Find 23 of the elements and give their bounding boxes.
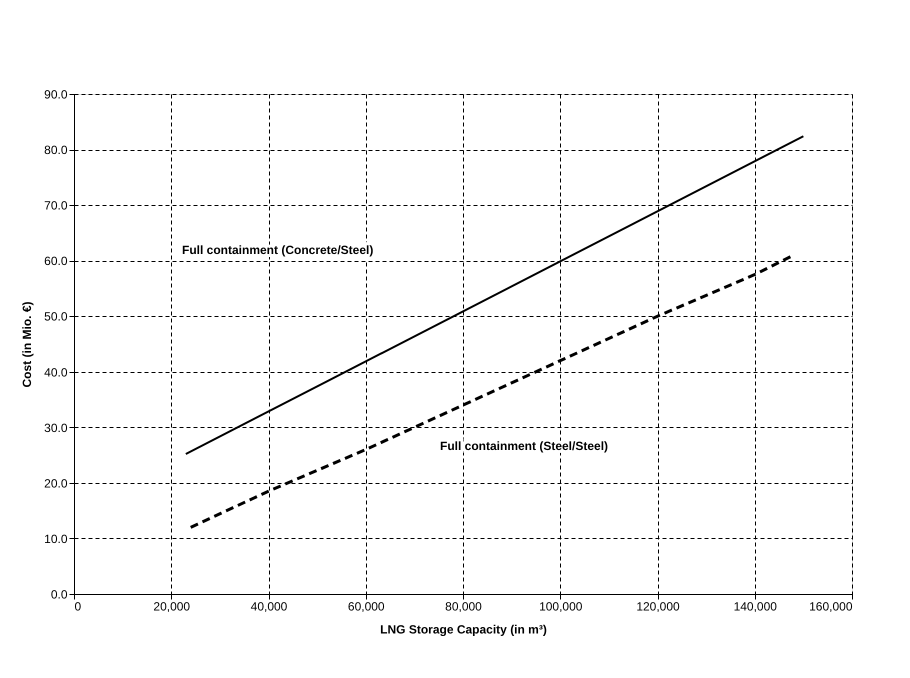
y-tick-label: 80.0 — [44, 143, 68, 158]
x-tick-label: 160,000 — [809, 600, 853, 614]
y-tick-label: 30.0 — [44, 420, 68, 435]
y-axis-title: Cost (in Mio. €) — [20, 302, 34, 388]
y-tick-label: 10.0 — [44, 532, 68, 546]
x-tick-label: 20,000 — [153, 600, 190, 614]
y-tick-label: 0.0 — [50, 588, 68, 602]
y-tick-label: 60.0 — [44, 254, 68, 268]
y-tick-label: 90.0 — [44, 88, 68, 102]
x-tick-label: 80,000 — [445, 600, 482, 614]
y-tick-label: 40.0 — [44, 365, 68, 380]
x-tick-label: 140,000 — [734, 600, 778, 614]
y-tick-label: 70.0 — [44, 198, 68, 213]
y-tick-label: 20.0 — [44, 476, 68, 490]
annotation: Full containment (Concrete/Steel) — [182, 243, 374, 257]
x-tick-label: 40,000 — [250, 600, 288, 614]
y-tick-label: 50.0 — [44, 310, 68, 324]
x-tick-label: 100,000 — [539, 600, 583, 614]
x-tick-label: 60,000 — [348, 600, 385, 614]
annotation: Full containment (Steel/Steel) — [440, 439, 608, 453]
x-axis-title: LNG Storage Capacity (in m³) — [380, 622, 547, 636]
x-tick-label: 120,000 — [636, 600, 680, 614]
x-tick-label: 0 — [74, 600, 82, 614]
